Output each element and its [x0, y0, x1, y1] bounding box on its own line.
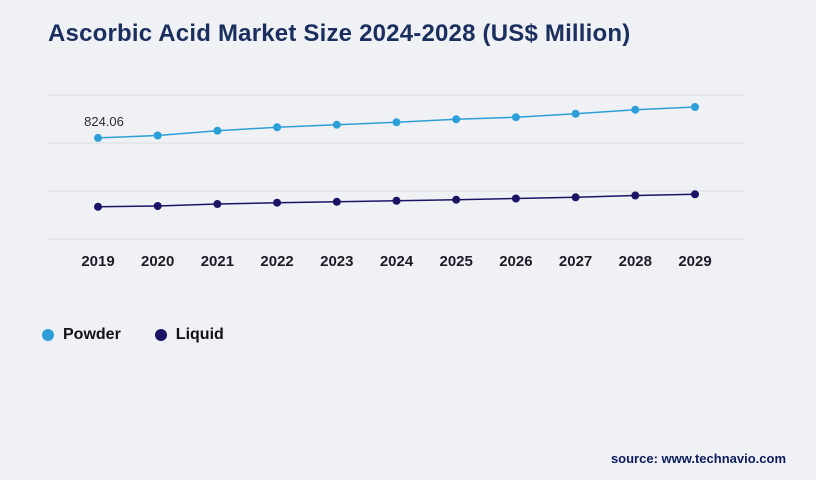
data-point-powder — [392, 118, 401, 127]
data-point-liquid — [153, 202, 162, 210]
legend-label-liquid: Liquid — [175, 326, 224, 343]
x-axis-label: 2020 — [141, 253, 174, 270]
data-point-powder — [153, 131, 162, 140]
liquid-series-dot-icon — [154, 329, 167, 341]
data-point-powder — [273, 123, 282, 132]
x-axis-label: 2028 — [619, 253, 652, 270]
chart-legend: Powder Liquid — [42, 326, 224, 344]
data-point-powder — [571, 109, 580, 118]
data-point-powder — [94, 133, 102, 142]
data-point-liquid — [213, 200, 222, 209]
source-attribution: source: www.technavio.com — [610, 451, 786, 466]
data-point-liquid — [631, 191, 640, 200]
x-axis-label: 2023 — [320, 253, 353, 270]
page-title: Ascorbic Acid Market Size 2024-2028 (US$… — [48, 20, 631, 47]
data-point-liquid — [691, 190, 699, 199]
powder-series-dot-icon — [42, 329, 54, 341]
data-point-powder — [452, 115, 461, 124]
x-axis-label: 2026 — [499, 253, 532, 270]
data-point-powder — [691, 103, 699, 111]
data-point-powder — [332, 120, 341, 129]
data-point-liquid — [273, 198, 282, 207]
data-point-liquid — [511, 194, 520, 203]
x-axis-label: 2027 — [559, 253, 592, 270]
data-point-label: 824.06 — [84, 114, 124, 129]
legend-item-liquid: Liquid — [154, 326, 224, 344]
line-chart: 2019 2020 2021 2022 2023 2024 2025 2026 2027 2028… — [0, 80, 816, 280]
data-point-liquid — [94, 202, 102, 211]
legend-label-powder: Powder — [63, 326, 121, 343]
data-point-liquid — [392, 196, 401, 205]
x-axis-label: 2019 — [81, 253, 114, 270]
x-axis-label: 2021 — [201, 253, 234, 270]
chart-svg: 2019 2020 2021 2022 2023 2024 2025 2026 2027 2028… — [48, 94, 745, 270]
data-point-liquid — [452, 195, 461, 204]
x-axis-label: 2022 — [260, 253, 293, 270]
data-point-powder — [213, 126, 222, 135]
x-axis-label: 2025 — [440, 253, 473, 270]
data-point-powder — [631, 105, 640, 114]
x-axis-label: 2029 — [678, 253, 711, 270]
data-point-liquid — [332, 197, 341, 206]
data-point-liquid — [571, 193, 580, 202]
legend-item-powder: Powder — [42, 326, 121, 344]
x-axis-label: 2024 — [380, 253, 414, 270]
data-point-powder — [511, 113, 520, 122]
